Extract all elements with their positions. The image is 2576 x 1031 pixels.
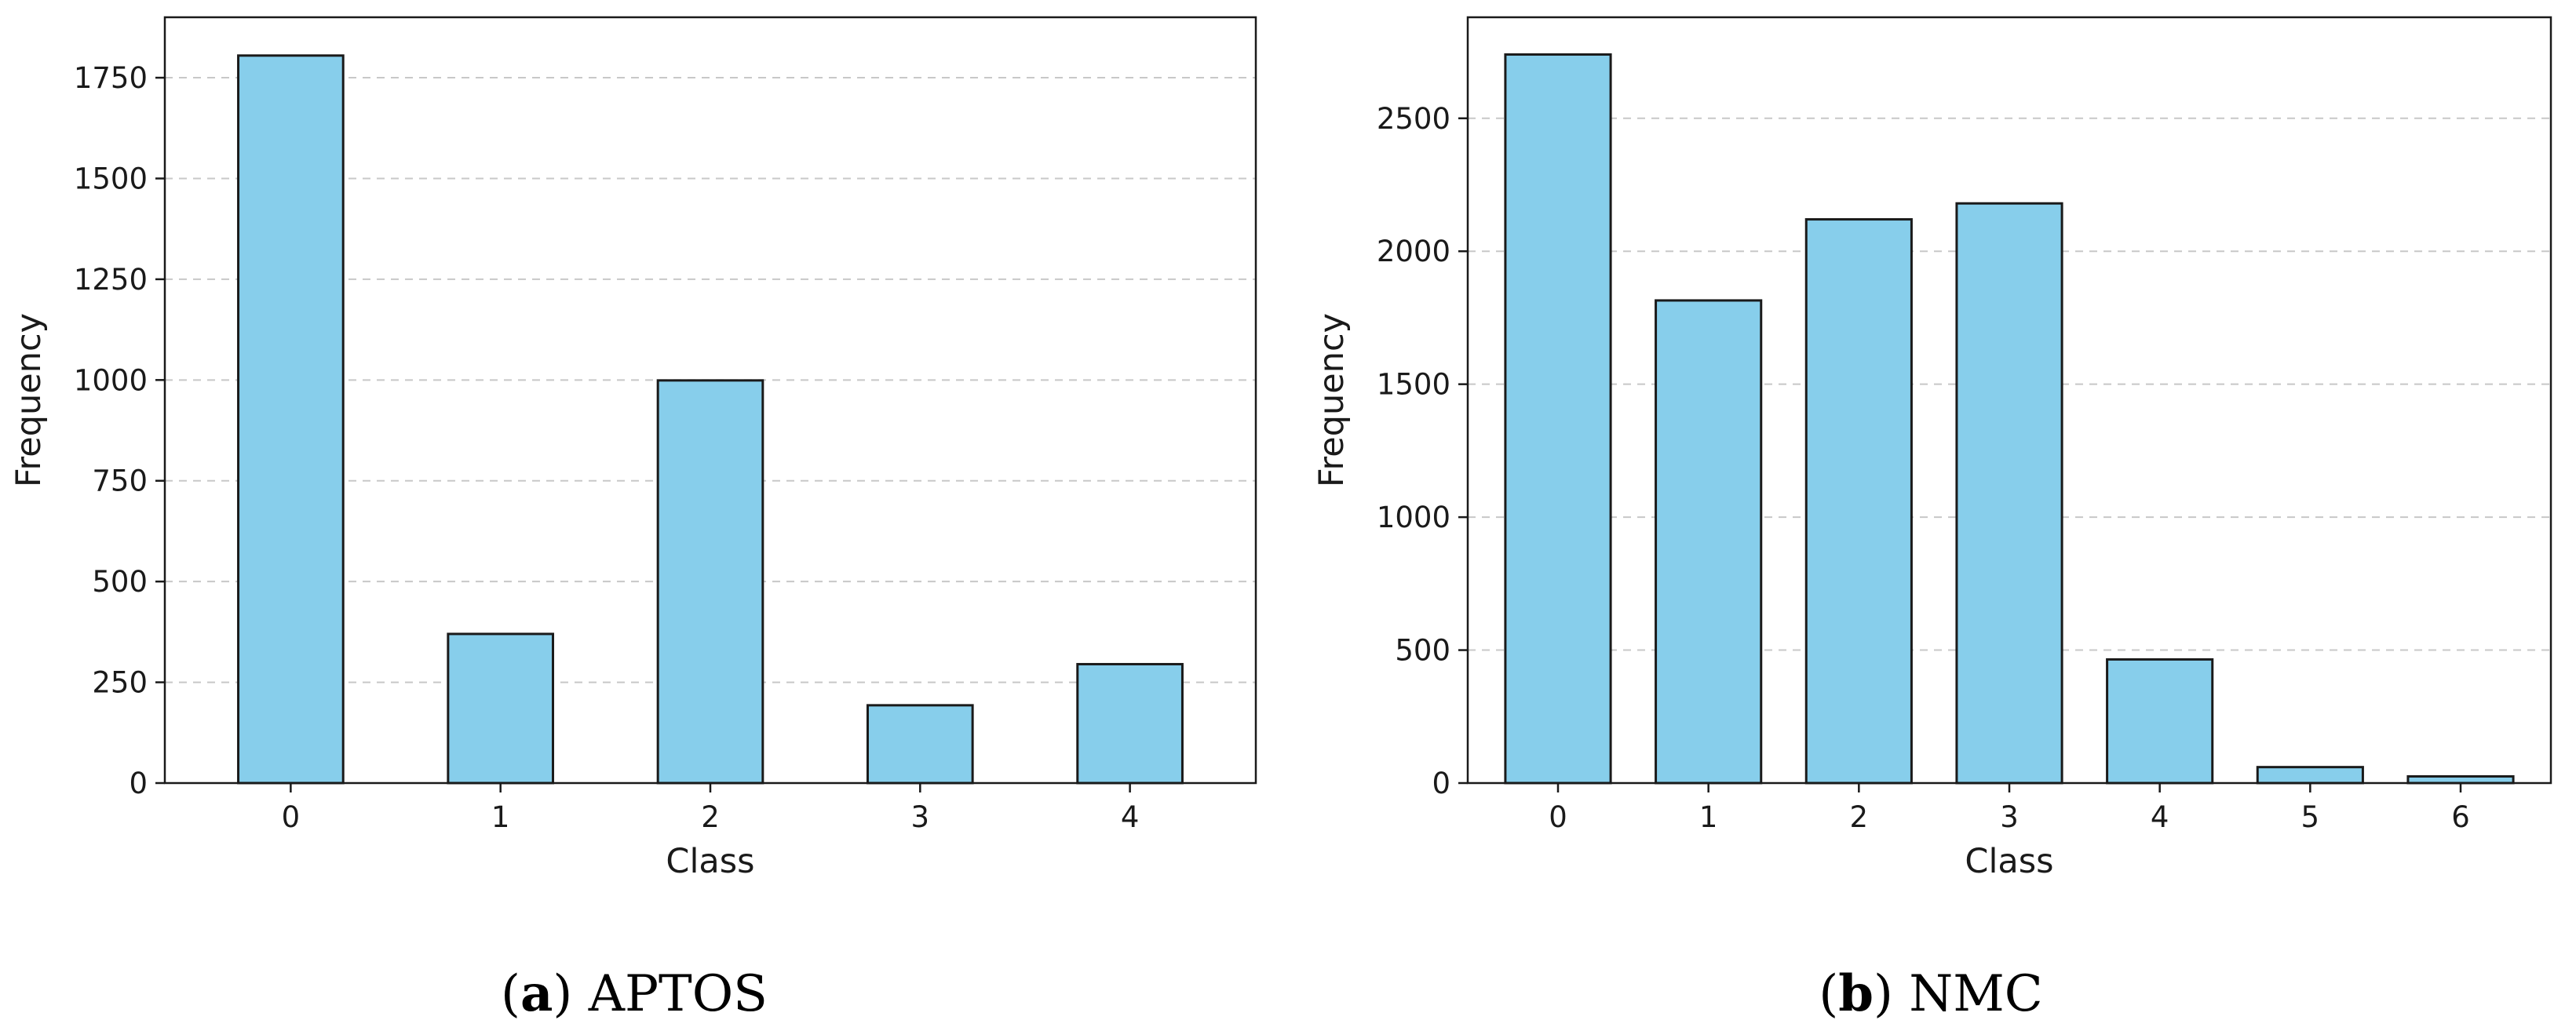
- y-tick-label: 500: [92, 565, 148, 599]
- x-tick-label: 2: [701, 800, 720, 834]
- y-tick-label: 0: [1432, 767, 1450, 800]
- bar: [866, 704, 974, 785]
- caption-letter: b: [1838, 964, 1874, 1023]
- x-tick-label: 1: [1699, 800, 1718, 834]
- chart-aptos: 0 250 500 750 1000 1250 1500 1750 0 1 2 3 4 Class F…: [9, 16, 1257, 1023]
- caption-letter: a: [520, 964, 553, 1023]
- y-axis-label: Frequency: [1312, 313, 1352, 487]
- bar: [1504, 53, 1612, 785]
- y-tick-label: 1250: [74, 263, 148, 297]
- x-tick-label: 2: [1850, 800, 1869, 834]
- y-tick-label: 2000: [1377, 235, 1450, 268]
- x-tick-label: 0: [282, 800, 301, 834]
- x-tick-label: 1: [491, 800, 510, 834]
- caption-text: APTOS: [588, 965, 768, 1023]
- y-tick-label: 750: [92, 464, 148, 498]
- y-tick-label: 250: [92, 666, 148, 700]
- x-tick-label: 6: [2451, 800, 2470, 834]
- x-axis-label: Class: [1965, 842, 2053, 881]
- bar: [237, 54, 345, 785]
- x-tick-label: 4: [1121, 800, 1140, 834]
- x-tick-label: 0: [1549, 800, 1567, 834]
- bar: [1076, 662, 1184, 785]
- y-tick-label: 1500: [74, 162, 148, 195]
- x-tick-label: 4: [2151, 800, 2169, 834]
- y-ticks: 0 250 500 750 1000 1250 1500 1750: [74, 61, 165, 800]
- y-tick-label: 500: [1395, 634, 1450, 668]
- bar: [1804, 218, 1913, 785]
- caption: (a) APTOS: [501, 964, 768, 1023]
- y-tick-label: 0: [129, 767, 148, 800]
- x-axis-label: Class: [666, 842, 754, 881]
- bars: [237, 54, 1184, 785]
- y-tick-label: 1000: [74, 363, 148, 397]
- grid-lines: [165, 77, 1256, 683]
- bar: [2406, 775, 2515, 785]
- bar: [2106, 658, 2214, 785]
- chart-nmc: 0 500 1000 1500 2000 2500 0 1 2 3 4 5 6 Class Frequ…: [1312, 16, 2552, 1023]
- bar: [656, 379, 764, 785]
- bar: [1655, 299, 1763, 785]
- x-ticks: 0 1 2 3 4 5 6: [1549, 783, 2470, 834]
- bar: [2256, 766, 2364, 785]
- x-tick-label: 3: [2000, 800, 2019, 834]
- x-tick-label: 3: [911, 800, 930, 834]
- y-tick-label: 2500: [1377, 102, 1450, 136]
- y-tick-label: 1500: [1377, 368, 1450, 402]
- y-axis-label: Frequency: [9, 313, 49, 487]
- bar: [1955, 202, 2063, 785]
- caption-text: NMC: [1909, 965, 2043, 1023]
- bar: [447, 632, 555, 785]
- x-tick-label: 5: [2301, 800, 2320, 834]
- y-tick-label: 1000: [1377, 501, 1450, 534]
- x-ticks: 0 1 2 3 4: [282, 783, 1140, 834]
- bars: [1504, 53, 2515, 785]
- y-tick-label: 1750: [74, 61, 148, 95]
- y-ticks: 0 500 1000 1500 2000 2500: [1377, 102, 1468, 800]
- caption: (b) NMC: [1819, 964, 2043, 1023]
